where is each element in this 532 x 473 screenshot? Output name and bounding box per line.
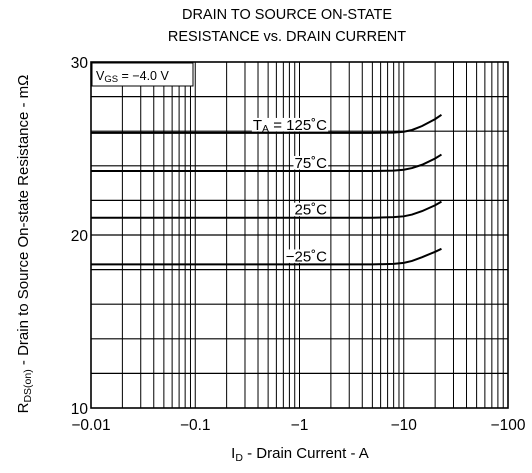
x-tick-labels: −0.01 −0.1 −1 −10 −100 (71, 417, 525, 434)
x-tick-label: −10 (391, 417, 418, 434)
y-tick-label: 10 (71, 401, 89, 418)
plot-area-frame (90, 61, 509, 409)
condition-box (91, 62, 194, 87)
series-labels: TA = 125˚C 75˚C 25˚C −25˚C (251, 117, 329, 265)
chart-title-line-2: RESISTANCE vs. DRAIN CURRENT (168, 29, 406, 45)
series-label: 25˚C (294, 202, 327, 219)
condition-label: VGS = −4.0 V (96, 69, 169, 85)
chart-title-line-1: DRAIN TO SOURCE ON-STATE (182, 7, 392, 23)
y-tick-labels: 30 20 10 (71, 55, 89, 418)
x-tick-label: −0.1 (180, 417, 211, 434)
series-label-background (293, 202, 329, 217)
series-label-background (251, 117, 329, 132)
data-curves (91, 113, 443, 266)
grid (91, 62, 508, 408)
x-tick-label: −1 (291, 417, 309, 434)
series-line (91, 153, 442, 172)
x-tick-label: −0.01 (71, 417, 110, 434)
series-label-background (293, 155, 329, 170)
series-line (91, 200, 442, 219)
y-tick-label: 30 (71, 55, 89, 72)
y-tick-label: 20 (71, 228, 89, 245)
series-label: 75˚C (294, 155, 327, 172)
x-axis-title: ID - Drain Current - A (231, 445, 369, 464)
series-label-background (284, 249, 329, 263)
series-line (91, 113, 443, 134)
series-label: TA = 125˚C (253, 117, 327, 135)
x-tick-label: −100 (491, 417, 526, 434)
series-label: −25˚C (286, 248, 327, 265)
y-axis-title: RDS(on) - Drain to Source On-state Resis… (15, 75, 34, 414)
series-line (91, 247, 442, 266)
